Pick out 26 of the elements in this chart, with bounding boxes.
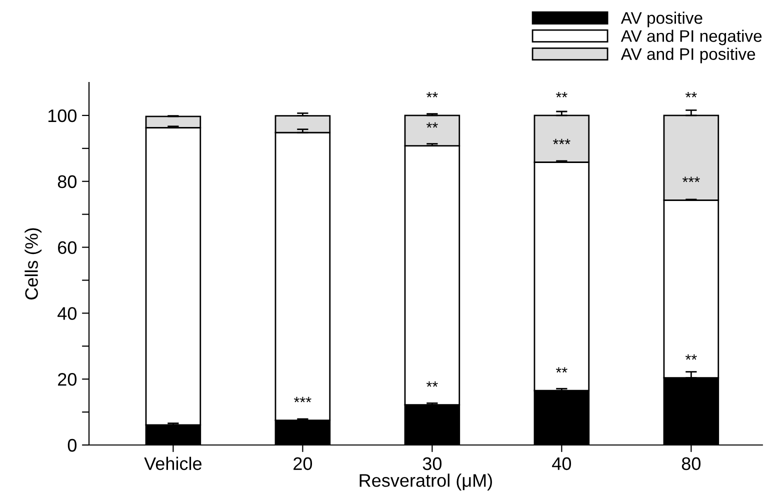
- annotation: **: [426, 381, 438, 387]
- legend-label: AV positive: [620, 12, 702, 28]
- annotation: ***: [294, 396, 312, 402]
- y-tick-label: 0: [68, 438, 76, 452]
- annotation: ***: [682, 176, 700, 182]
- annotation: ***: [552, 138, 570, 144]
- annotation: **: [685, 92, 697, 98]
- annotation: **: [426, 122, 438, 128]
- x-tick-label: 40: [552, 457, 572, 470]
- y-tick-label: 20: [58, 373, 76, 386]
- legend-label: AV and PI negative: [620, 30, 762, 46]
- annotation: **: [556, 92, 568, 98]
- x-tick-label: Vehicle: [144, 456, 202, 470]
- x-axis-title: Resveratrol (μM): [360, 474, 492, 490]
- annotation: **: [426, 92, 438, 98]
- x-tick-label: 80: [682, 457, 701, 470]
- y-tick-label: 100: [48, 109, 76, 122]
- annotation: **: [685, 354, 697, 360]
- y-tick-label: 40: [58, 307, 76, 320]
- legend-label: AV and PI positive: [620, 48, 756, 64]
- annotation: **: [556, 367, 568, 373]
- x-tick-label: 30: [422, 457, 442, 470]
- x-tick-label: 20: [294, 457, 312, 470]
- y-axis-title: Cells (%): [24, 228, 42, 300]
- y-tick-label: 80: [58, 175, 76, 188]
- y-tick-label: 60: [58, 241, 76, 254]
